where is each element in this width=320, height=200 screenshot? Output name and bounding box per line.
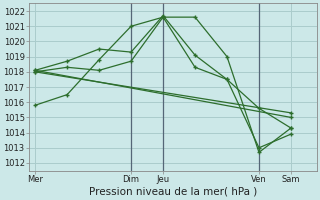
X-axis label: Pression niveau de la mer( hPa ): Pression niveau de la mer( hPa ): [89, 187, 257, 197]
